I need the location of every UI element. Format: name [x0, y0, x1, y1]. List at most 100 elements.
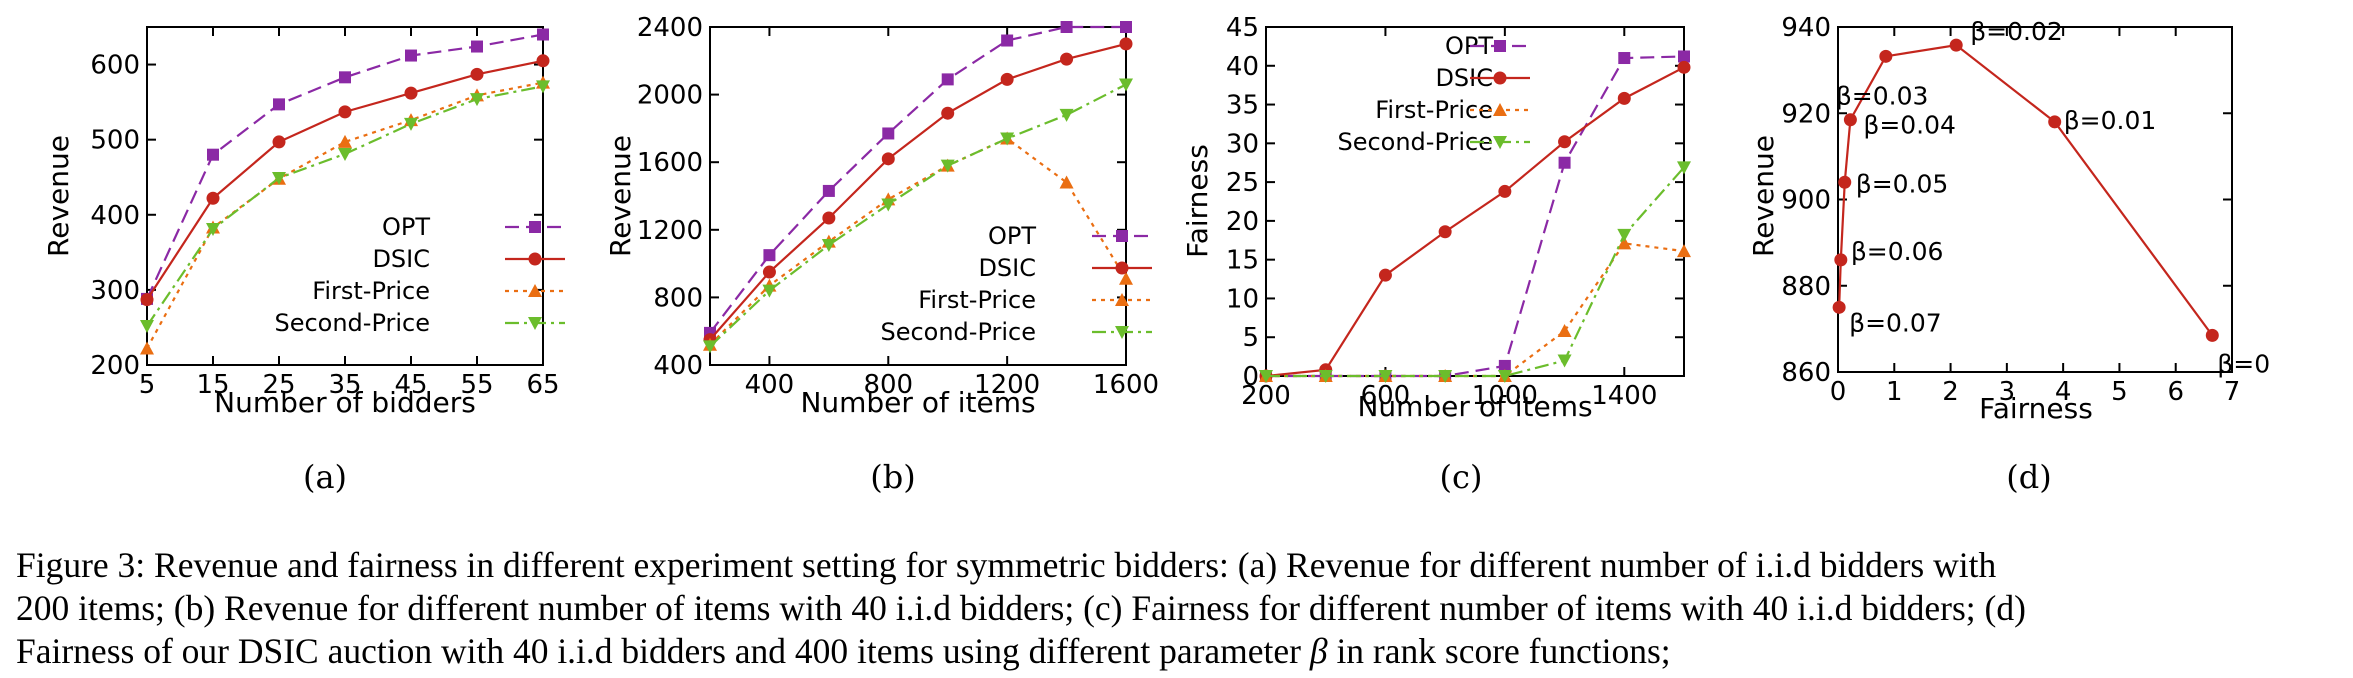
data-point-dsic: [536, 54, 550, 68]
data-point-opt: [1060, 21, 1073, 33]
y-axis-label: Revenue: [42, 135, 75, 257]
y-tick-label: 5: [1242, 323, 1259, 353]
data-point-opt: [882, 127, 895, 140]
x-tick-label: 25: [262, 370, 295, 400]
x-tick-label: 0: [1830, 377, 1847, 407]
legend-label-dsic: DSIC: [372, 245, 430, 273]
subfigure-label: (d): [2006, 458, 2051, 496]
y-tick-label: 1600: [637, 148, 703, 178]
x-tick-label: 65: [526, 370, 559, 400]
data-point-second-price: [140, 319, 154, 333]
y-tick-label: 500: [90, 126, 140, 156]
y-tick-label: 600: [90, 51, 140, 81]
legend-marker-dsic: [1493, 71, 1507, 85]
y-tick-label: 860: [1781, 358, 1831, 388]
data-point-opt: [763, 249, 776, 262]
chart-panel-d: 860 880 900 920 940 0 1 2 3 4 5 6 7 Fairness Revenue (d…: [1747, 13, 2270, 496]
data-point-second-price: [703, 340, 717, 354]
y-tick-label: 45: [1226, 13, 1259, 43]
data-point-dsic: [1838, 175, 1852, 189]
x-tick-label: 800: [863, 370, 913, 400]
data-point-dsic: [1832, 300, 1846, 314]
beta-annotation: β=0.05: [1856, 169, 1949, 198]
data-point-first-price: [1557, 324, 1572, 338]
y-axis-label: Revenue: [1747, 135, 1780, 257]
x-tick-label: 3: [1999, 377, 2016, 407]
data-point-opt: [273, 98, 285, 111]
chart-panel-a: 200 300 400 500 600 5 15 25 35 45 55 65 Number of bi…: [42, 26, 565, 496]
data-point-second-price: [762, 284, 777, 298]
y-tick-label: 2000: [637, 81, 703, 111]
y-tick-label: 30: [1226, 129, 1259, 159]
y-tick-label: 40: [1226, 52, 1259, 82]
legend-marker-opt: [1116, 230, 1128, 242]
series-line-dsic: [146, 59, 544, 301]
series-line-first-price: [709, 137, 1127, 346]
figure-caption: Figure 3: Revenue and fairness in differ…: [16, 544, 2341, 673]
x-tick-label: 6: [2167, 377, 2184, 407]
data-point-dsic: [881, 152, 895, 166]
data-point-opt: [941, 73, 954, 86]
beta-annotation: β=0.04: [1863, 111, 1956, 140]
data-point-second-price: [1677, 161, 1691, 175]
x-tick-label: 400: [745, 370, 795, 400]
y-axis-label: Fairness: [1181, 144, 1214, 258]
subfigure-label: (c): [1440, 458, 1483, 496]
plot-frame: [709, 26, 1127, 366]
data-point-first-price: [140, 341, 154, 355]
y-axis-label: Revenue: [604, 135, 637, 257]
data-point-second-price: [206, 223, 220, 237]
data-point-second-price: [1259, 370, 1273, 383]
x-tick-label: 5: [2111, 377, 2128, 407]
data-point-second-price: [536, 80, 550, 94]
x-tick-label: 45: [394, 370, 427, 400]
data-point-second-price: [940, 159, 955, 173]
data-point-second-price: [272, 171, 286, 185]
beta-annotation: β=0: [2217, 349, 2270, 378]
data-point-dsic: [822, 211, 836, 225]
legend-label-opt: OPT: [988, 222, 1036, 250]
data-point-dsic: [206, 191, 220, 205]
y-tick-label: 10: [1226, 284, 1259, 314]
y-tick-label: 200: [90, 351, 140, 381]
data-point-dsic: [1060, 52, 1074, 66]
series-line-opt: [709, 25, 1126, 334]
data-point-second-price: [338, 147, 352, 161]
y-tick-label: 920: [1781, 99, 1831, 129]
data-point-second-price: [1497, 370, 1512, 383]
data-point-opt: [1001, 34, 1014, 47]
data-point-second-price: [1119, 78, 1133, 92]
x-tick-label: 600: [1361, 381, 1411, 411]
x-tick-label: 1200: [974, 370, 1040, 400]
y-tick-label: 1200: [637, 216, 703, 246]
beta-annotation: β=0.01: [2064, 106, 2157, 135]
y-tick-label: 400: [90, 201, 140, 231]
caption-line-3-end: in rank score functions;: [1327, 631, 1671, 671]
legend-label-second-price: Second-Price: [274, 309, 430, 337]
caption-line-2: 200 items; (b) Revenue for different num…: [16, 588, 2026, 628]
data-point-dsic: [941, 106, 955, 120]
y-tick-label: 940: [1781, 13, 1831, 43]
x-tick-label: 1600: [1093, 370, 1159, 400]
subfigure-label: (a): [303, 458, 347, 496]
caption-beta-symbol: β: [1309, 631, 1328, 671]
data-point-first-price: [338, 134, 352, 148]
beta-annotation: β=0.02: [1970, 17, 2063, 46]
data-point-dsic: [470, 67, 484, 81]
y-tick-label: 15: [1226, 246, 1259, 276]
data-point-opt: [1498, 359, 1511, 372]
legend-marker-first-price: [1493, 103, 1507, 116]
x-axis-label: Number of items: [800, 386, 1035, 419]
data-point-dsic: [1000, 72, 1014, 86]
data-point-dsic: [1119, 37, 1133, 51]
data-point-dsic: [404, 86, 418, 100]
data-point-second-price: [1059, 108, 1074, 122]
data-point-dsic: [338, 105, 352, 119]
x-axis-label: Number of bidders: [214, 386, 476, 419]
legend-label-first-price: First-Price: [312, 277, 430, 305]
legend-marker-dsic: [528, 252, 542, 266]
data-point-dsic: [1834, 253, 1848, 267]
y-tick-label: 900: [1781, 186, 1831, 216]
x-tick-label: 55: [460, 370, 493, 400]
